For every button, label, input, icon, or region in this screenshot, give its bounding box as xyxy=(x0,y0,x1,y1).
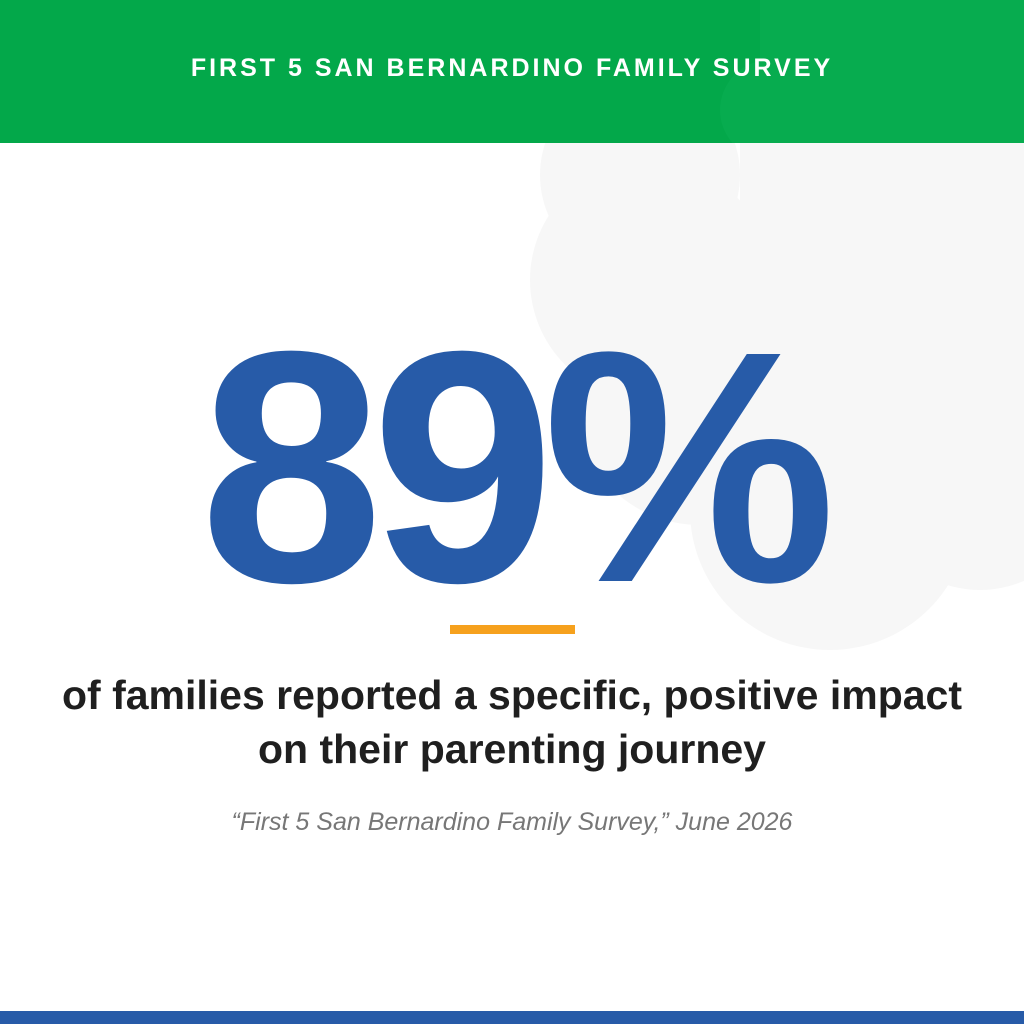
source-citation: “First 5 San Bernardino Family Survey,” … xyxy=(231,808,793,836)
stat-description: of families reported a specific, positiv… xyxy=(0,668,1024,776)
header-band: FIRST 5 SAN BERNARDINO FAMILY SURVEY xyxy=(0,0,1024,143)
stat-description-line-2: on their parenting journey xyxy=(258,726,766,772)
percentage-stat: 89% xyxy=(199,282,836,651)
stat-description-line-1: of families reported a specific, positiv… xyxy=(62,672,962,718)
survey-title: FIRST 5 SAN BERNARDINO FAMILY SURVEY xyxy=(190,54,834,82)
accent-divider xyxy=(450,625,575,634)
footer-band xyxy=(0,1011,1024,1024)
